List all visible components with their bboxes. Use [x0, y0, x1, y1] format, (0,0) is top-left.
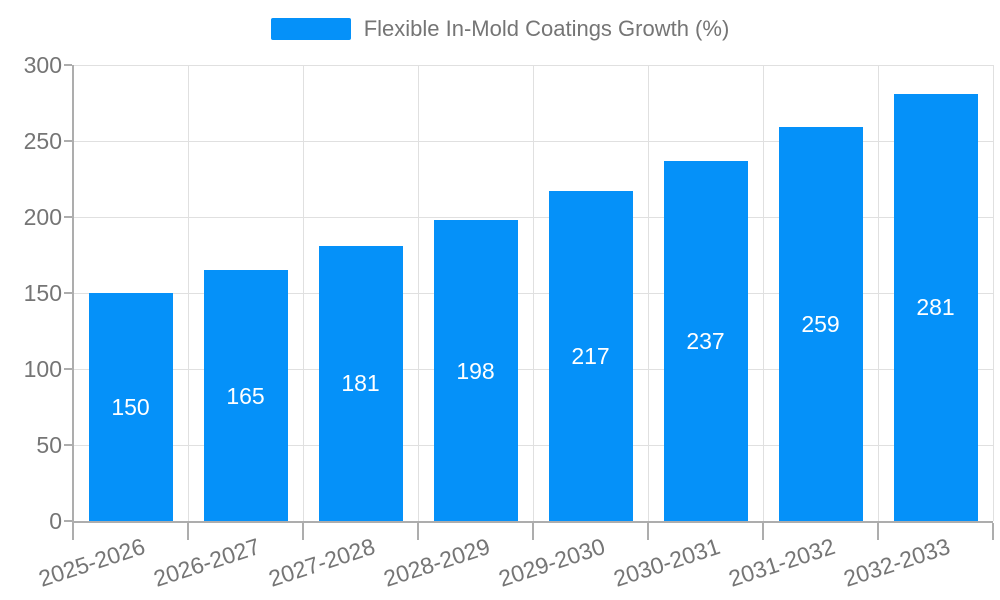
x-axis-tick — [877, 523, 879, 540]
y-axis-tick — [64, 368, 72, 370]
plot-area: 150 165 181 198 217 237 259 281 — [64, 64, 994, 540]
x-axis-tick — [647, 523, 649, 540]
y-axis-tick — [64, 292, 72, 294]
x-axis-tick-label: 2030-2031 — [609, 533, 723, 592]
legend-label: Flexible In-Mold Coatings Growth (%) — [363, 16, 730, 41]
bar-value-label: 198 — [456, 357, 495, 384]
bar-2031-2032[interactable] — [778, 127, 863, 521]
legend-swatch-icon — [270, 18, 351, 40]
y-axis-tick-label: 50 — [36, 432, 62, 458]
x-axis-tick — [532, 523, 534, 540]
bar-value-label: 181 — [341, 370, 380, 397]
y-axis-tick-label: 250 — [23, 128, 62, 154]
bar-2027-2028[interactable] — [318, 245, 403, 521]
bar-value-label: 259 — [801, 311, 840, 338]
y-axis-tick-label: 100 — [23, 356, 62, 382]
y-axis-line — [72, 65, 74, 521]
x-axis-tick-label: 2032-2033 — [839, 533, 953, 592]
v-gridline — [762, 65, 764, 521]
x-axis-tick-label: 2025-2026 — [34, 533, 148, 592]
y-axis-tick — [64, 520, 72, 522]
bar-value-label: 281 — [916, 294, 955, 321]
y-axis-tick-label: 0 — [49, 508, 62, 534]
v-gridline — [532, 65, 534, 521]
y-axis-tick-label: 150 — [23, 280, 62, 306]
bar-value-label: 150 — [111, 394, 150, 420]
v-gridline — [187, 65, 189, 521]
x-axis-tick — [187, 523, 189, 540]
y-axis-tick-label: 200 — [23, 204, 62, 230]
y-axis-tick — [64, 140, 72, 142]
bar-value-label: 217 — [571, 343, 610, 370]
v-gridline — [417, 65, 419, 521]
v-gridline — [992, 65, 994, 521]
v-gridline — [647, 65, 649, 521]
x-axis-line — [72, 521, 993, 523]
bar-2032-2033[interactable] — [893, 93, 978, 521]
bar-value-label: 237 — [686, 327, 725, 354]
bar-2028-2029[interactable] — [433, 220, 518, 521]
v-gridline — [302, 65, 304, 521]
x-axis-tick-label: 2031-2032 — [724, 533, 838, 592]
x-axis-tick-label: 2029-2030 — [494, 533, 608, 592]
v-gridline — [877, 65, 879, 521]
x-axis-tick-label: 2026-2027 — [149, 533, 263, 592]
x-axis-tick-label: 2027-2028 — [264, 533, 378, 592]
bar-2029-2030[interactable] — [548, 191, 633, 521]
bar-value-label: 165 — [226, 382, 265, 409]
x-axis-tick — [762, 523, 764, 540]
x-axis-tick — [992, 523, 994, 540]
y-axis-tick-label: 300 — [23, 52, 62, 78]
y-axis-tick — [64, 216, 72, 218]
bar-2025-2026[interactable] — [88, 293, 173, 521]
bar-2026-2027[interactable] — [203, 270, 288, 521]
x-axis-tick — [417, 523, 419, 540]
x-axis-tick — [302, 523, 304, 540]
x-axis-tick-label: 2028-2029 — [379, 533, 493, 592]
y-axis-tick — [64, 64, 72, 66]
chart-legend: Flexible In-Mold Coatings Growth (%) — [0, 16, 1000, 42]
x-axis-tick — [72, 523, 74, 540]
legend-item[interactable]: Flexible In-Mold Coatings Growth (%) — [270, 16, 730, 42]
bar-2030-2031[interactable] — [663, 160, 748, 521]
y-axis-tick — [64, 444, 72, 446]
